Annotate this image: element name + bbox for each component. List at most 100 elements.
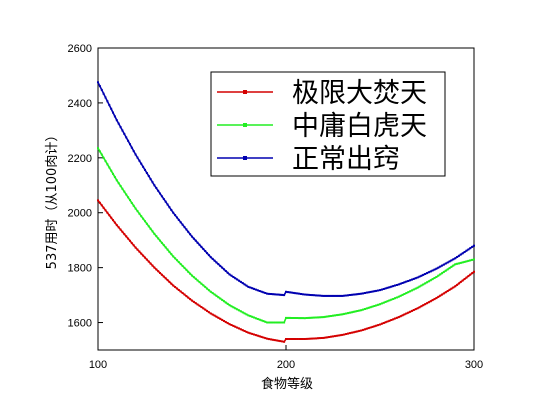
data-point bbox=[215, 261, 218, 264]
data-point bbox=[348, 311, 351, 314]
data-point bbox=[392, 285, 395, 288]
data-point bbox=[397, 295, 400, 298]
data-point bbox=[176, 287, 178, 290]
data-point bbox=[399, 282, 402, 285]
data-point bbox=[110, 216, 113, 219]
data-point bbox=[343, 294, 346, 297]
data-point bbox=[223, 268, 225, 271]
data-point bbox=[129, 143, 131, 146]
x-tick-label: 200 bbox=[277, 359, 295, 371]
data-point bbox=[113, 221, 116, 224]
data-point bbox=[258, 290, 261, 292]
data-point bbox=[409, 279, 412, 282]
data-point bbox=[439, 294, 442, 297]
data-point bbox=[348, 294, 351, 296]
data-point bbox=[213, 293, 216, 296]
data-point bbox=[418, 275, 421, 278]
data-point bbox=[243, 283, 246, 286]
data-point bbox=[168, 206, 171, 209]
data-point bbox=[469, 247, 472, 250]
data-point bbox=[409, 310, 412, 313]
data-point bbox=[416, 286, 419, 289]
data-point bbox=[245, 330, 248, 333]
data-point bbox=[262, 291, 265, 294]
data-point bbox=[234, 277, 237, 280]
data-point bbox=[307, 337, 310, 340]
data-point bbox=[362, 328, 365, 331]
data-point bbox=[427, 271, 430, 274]
data-point bbox=[296, 317, 299, 319]
data-point bbox=[399, 294, 402, 297]
data-point bbox=[155, 187, 158, 189]
data-point bbox=[245, 284, 248, 287]
data-point bbox=[249, 286, 252, 289]
data-point bbox=[108, 166, 111, 169]
series-line bbox=[97, 199, 475, 343]
data-point bbox=[121, 187, 124, 190]
data-point bbox=[373, 305, 376, 307]
data-point bbox=[465, 260, 468, 263]
data-point bbox=[140, 162, 143, 165]
data-point bbox=[98, 201, 101, 204]
data-point bbox=[326, 294, 329, 297]
data-point bbox=[401, 293, 404, 296]
data-point bbox=[313, 316, 316, 319]
data-point bbox=[411, 289, 413, 292]
data-point bbox=[317, 316, 319, 319]
data-point bbox=[386, 300, 389, 303]
data-point bbox=[459, 253, 462, 256]
data-point bbox=[450, 265, 453, 268]
data-point bbox=[345, 333, 348, 335]
data-point bbox=[279, 321, 282, 324]
data-point bbox=[226, 271, 229, 274]
data-point bbox=[191, 299, 193, 302]
data-point bbox=[253, 287, 255, 290]
x-axis-title: 食物等级 bbox=[261, 376, 313, 392]
data-point bbox=[241, 282, 244, 285]
data-point bbox=[254, 288, 257, 291]
legend-marker bbox=[243, 90, 247, 94]
data-point bbox=[266, 292, 269, 295]
data-point bbox=[435, 297, 438, 300]
data-point bbox=[296, 292, 299, 295]
data-point bbox=[106, 100, 109, 103]
data-point bbox=[187, 296, 190, 299]
data-point bbox=[307, 316, 310, 319]
x-tick-label: 100 bbox=[89, 359, 107, 371]
data-point bbox=[471, 258, 474, 261]
data-point bbox=[277, 293, 280, 296]
data-point bbox=[181, 223, 184, 226]
data-point bbox=[206, 287, 208, 290]
data-point bbox=[362, 292, 365, 295]
data-point bbox=[409, 290, 412, 293]
data-point bbox=[162, 198, 165, 200]
data-point bbox=[106, 211, 109, 214]
data-point bbox=[456, 262, 459, 265]
data-point bbox=[379, 303, 381, 306]
data-point bbox=[311, 337, 314, 340]
data-point bbox=[168, 250, 171, 253]
data-point bbox=[435, 267, 438, 270]
data-point bbox=[232, 276, 235, 278]
data-point bbox=[209, 290, 212, 293]
data-point bbox=[394, 297, 396, 300]
data-point bbox=[311, 316, 314, 319]
data-point bbox=[185, 268, 188, 271]
data-point bbox=[337, 334, 340, 337]
data-point bbox=[407, 311, 410, 314]
data-point bbox=[298, 292, 301, 295]
data-point bbox=[286, 316, 289, 319]
data-point bbox=[324, 294, 327, 297]
data-point bbox=[364, 328, 366, 331]
data-point bbox=[335, 294, 338, 297]
data-point bbox=[251, 315, 254, 318]
data-point bbox=[232, 324, 235, 327]
data-point bbox=[221, 266, 224, 269]
data-point bbox=[388, 286, 391, 289]
series-layer bbox=[97, 81, 475, 343]
data-point bbox=[166, 248, 169, 251]
data-point bbox=[437, 295, 440, 298]
data-point bbox=[176, 216, 178, 219]
data-point bbox=[330, 335, 333, 338]
